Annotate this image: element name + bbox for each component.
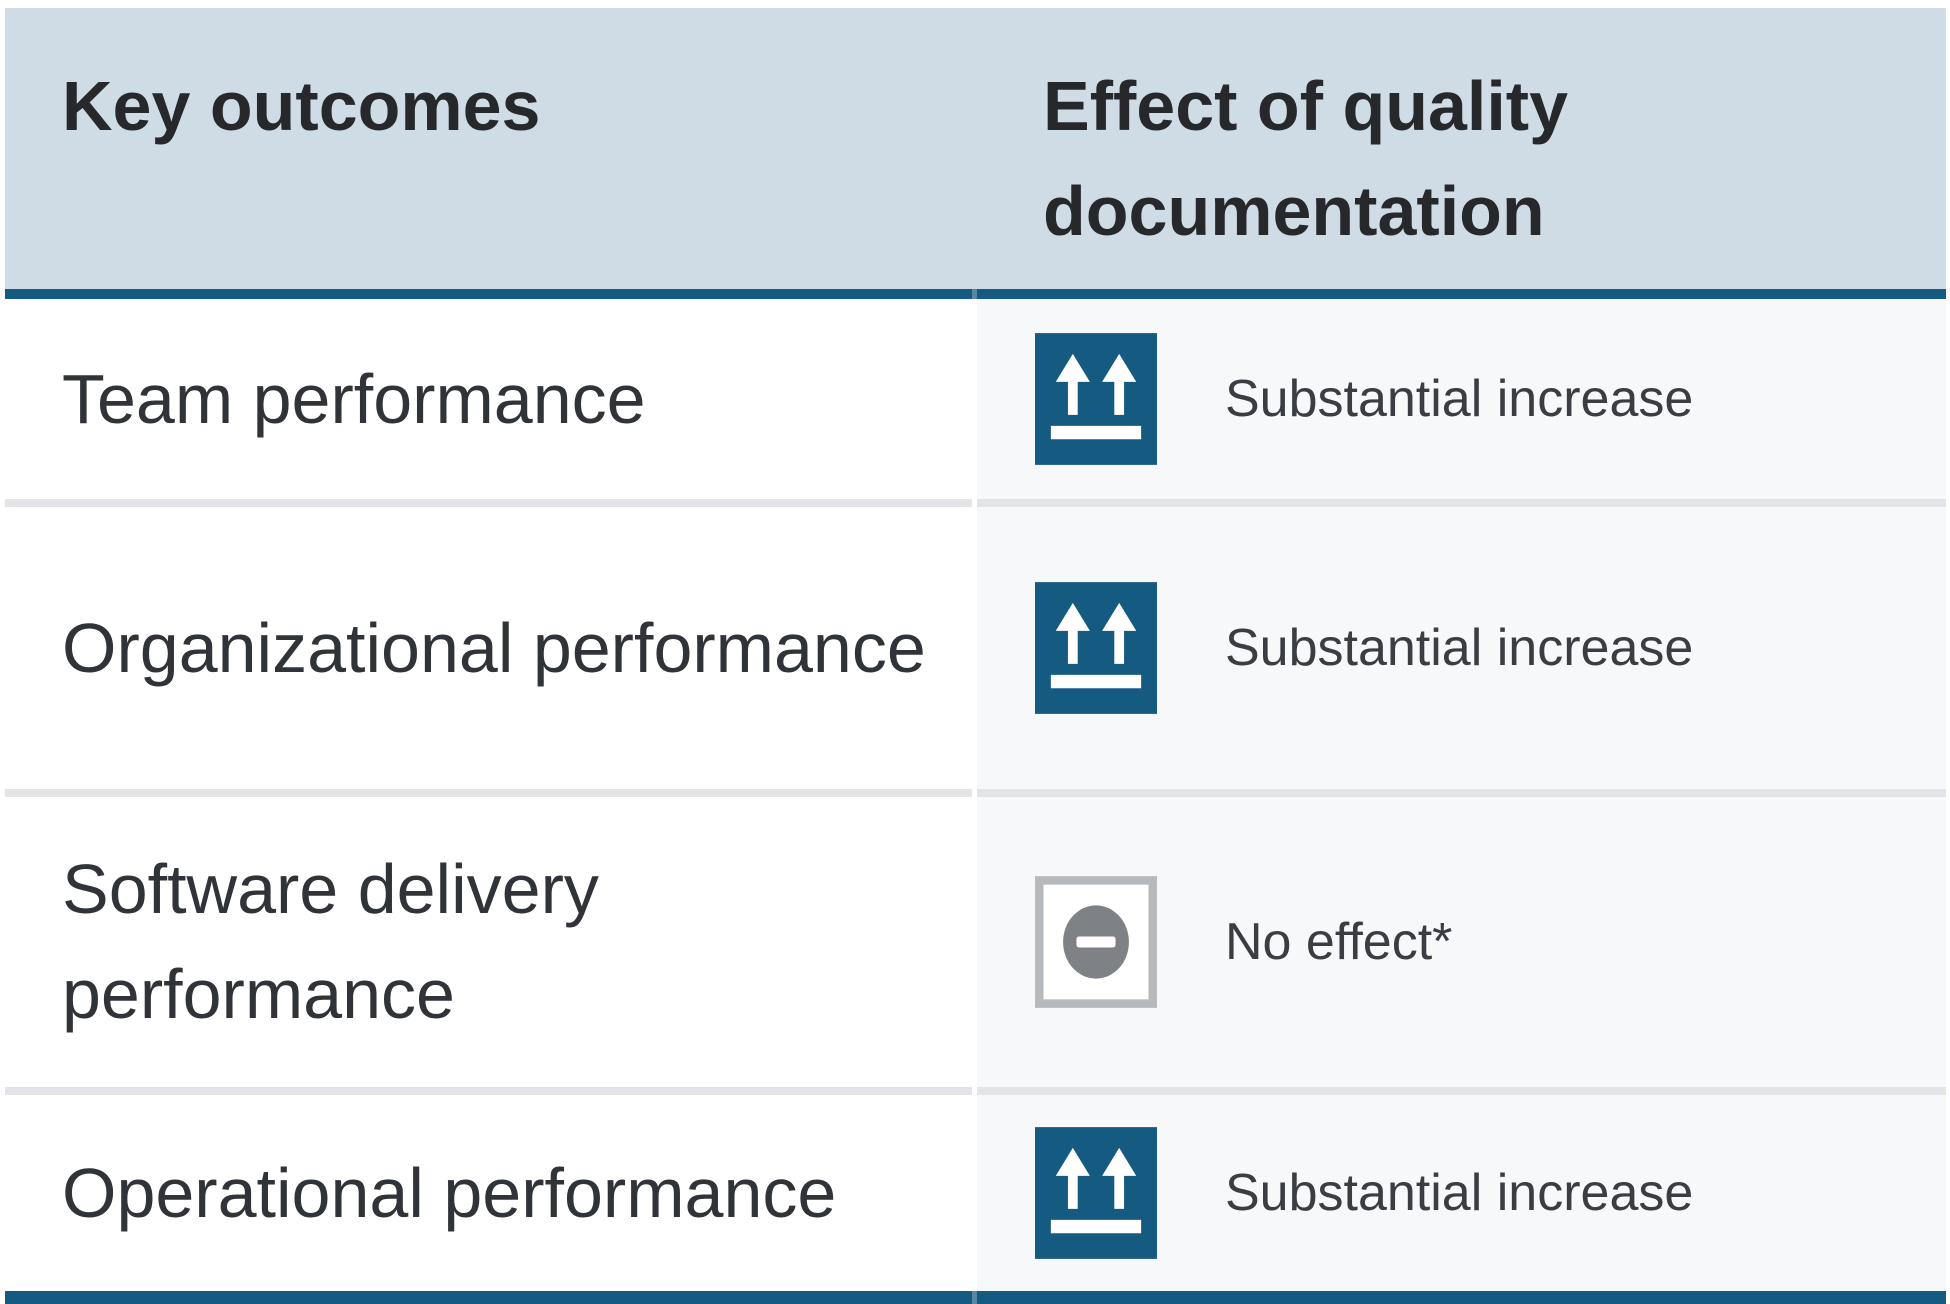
column-gutter	[972, 299, 977, 499]
column-header-effect: Effect of quality documentation	[1043, 67, 1569, 250]
outcome-cell: Organizational performance	[5, 507, 972, 789]
column-gutter	[972, 507, 977, 789]
table-row: Software delivery performance No effect*	[5, 797, 1946, 1087]
outcome-cell: Operational performance	[5, 1095, 972, 1291]
column-gutter	[972, 8, 977, 289]
effect-cell: Substantial increase	[977, 299, 1946, 499]
outcome-cell: Team performance	[5, 299, 972, 499]
double-up-arrows-icon	[1035, 582, 1157, 714]
effect-cell: No effect*	[977, 797, 1946, 1087]
outcome-label: Operational performance	[62, 1153, 837, 1232]
outcome-label: Software delivery performance	[62, 850, 599, 1033]
effect-label: No effect*	[1225, 913, 1453, 971]
bottom-rule	[5, 1291, 1946, 1304]
row-divider	[5, 789, 1946, 797]
column-gutter	[972, 1095, 977, 1291]
column-header-key-outcomes: Key outcomes	[62, 67, 541, 145]
minus-circle-icon	[1035, 876, 1157, 1008]
table-row: Organizational performance Substantial i…	[5, 507, 1946, 789]
outcome-cell: Software delivery performance	[5, 797, 972, 1087]
outcome-label: Team performance	[62, 359, 646, 438]
outcomes-table: Key outcomes Effect of quality documenta…	[5, 8, 1946, 1304]
row-divider	[5, 499, 1946, 507]
table-header-row: Key outcomes Effect of quality documenta…	[5, 8, 1946, 289]
effect-label: Substantial increase	[1225, 370, 1694, 428]
header-cell-key-outcomes: Key outcomes	[5, 8, 972, 289]
effect-cell: Substantial increase	[977, 507, 1946, 789]
effect-label: Substantial increase	[1225, 619, 1694, 677]
table-row: Operational performance Substantial incr…	[5, 1095, 1946, 1291]
column-gutter	[972, 797, 977, 1087]
outcome-label: Organizational performance	[62, 608, 926, 687]
table-row: Team performance Substantial increase	[5, 299, 1946, 499]
double-up-arrows-icon	[1035, 1127, 1157, 1259]
header-cell-effect: Effect of quality documentation	[977, 8, 1946, 289]
rule-seam	[972, 1291, 977, 1304]
header-rule	[5, 289, 1946, 299]
effect-label: Substantial increase	[1225, 1164, 1694, 1222]
double-up-arrows-icon	[1035, 333, 1157, 465]
effect-cell: Substantial increase	[977, 1095, 1946, 1291]
rule-seam	[972, 289, 977, 299]
row-divider	[5, 1087, 1946, 1095]
